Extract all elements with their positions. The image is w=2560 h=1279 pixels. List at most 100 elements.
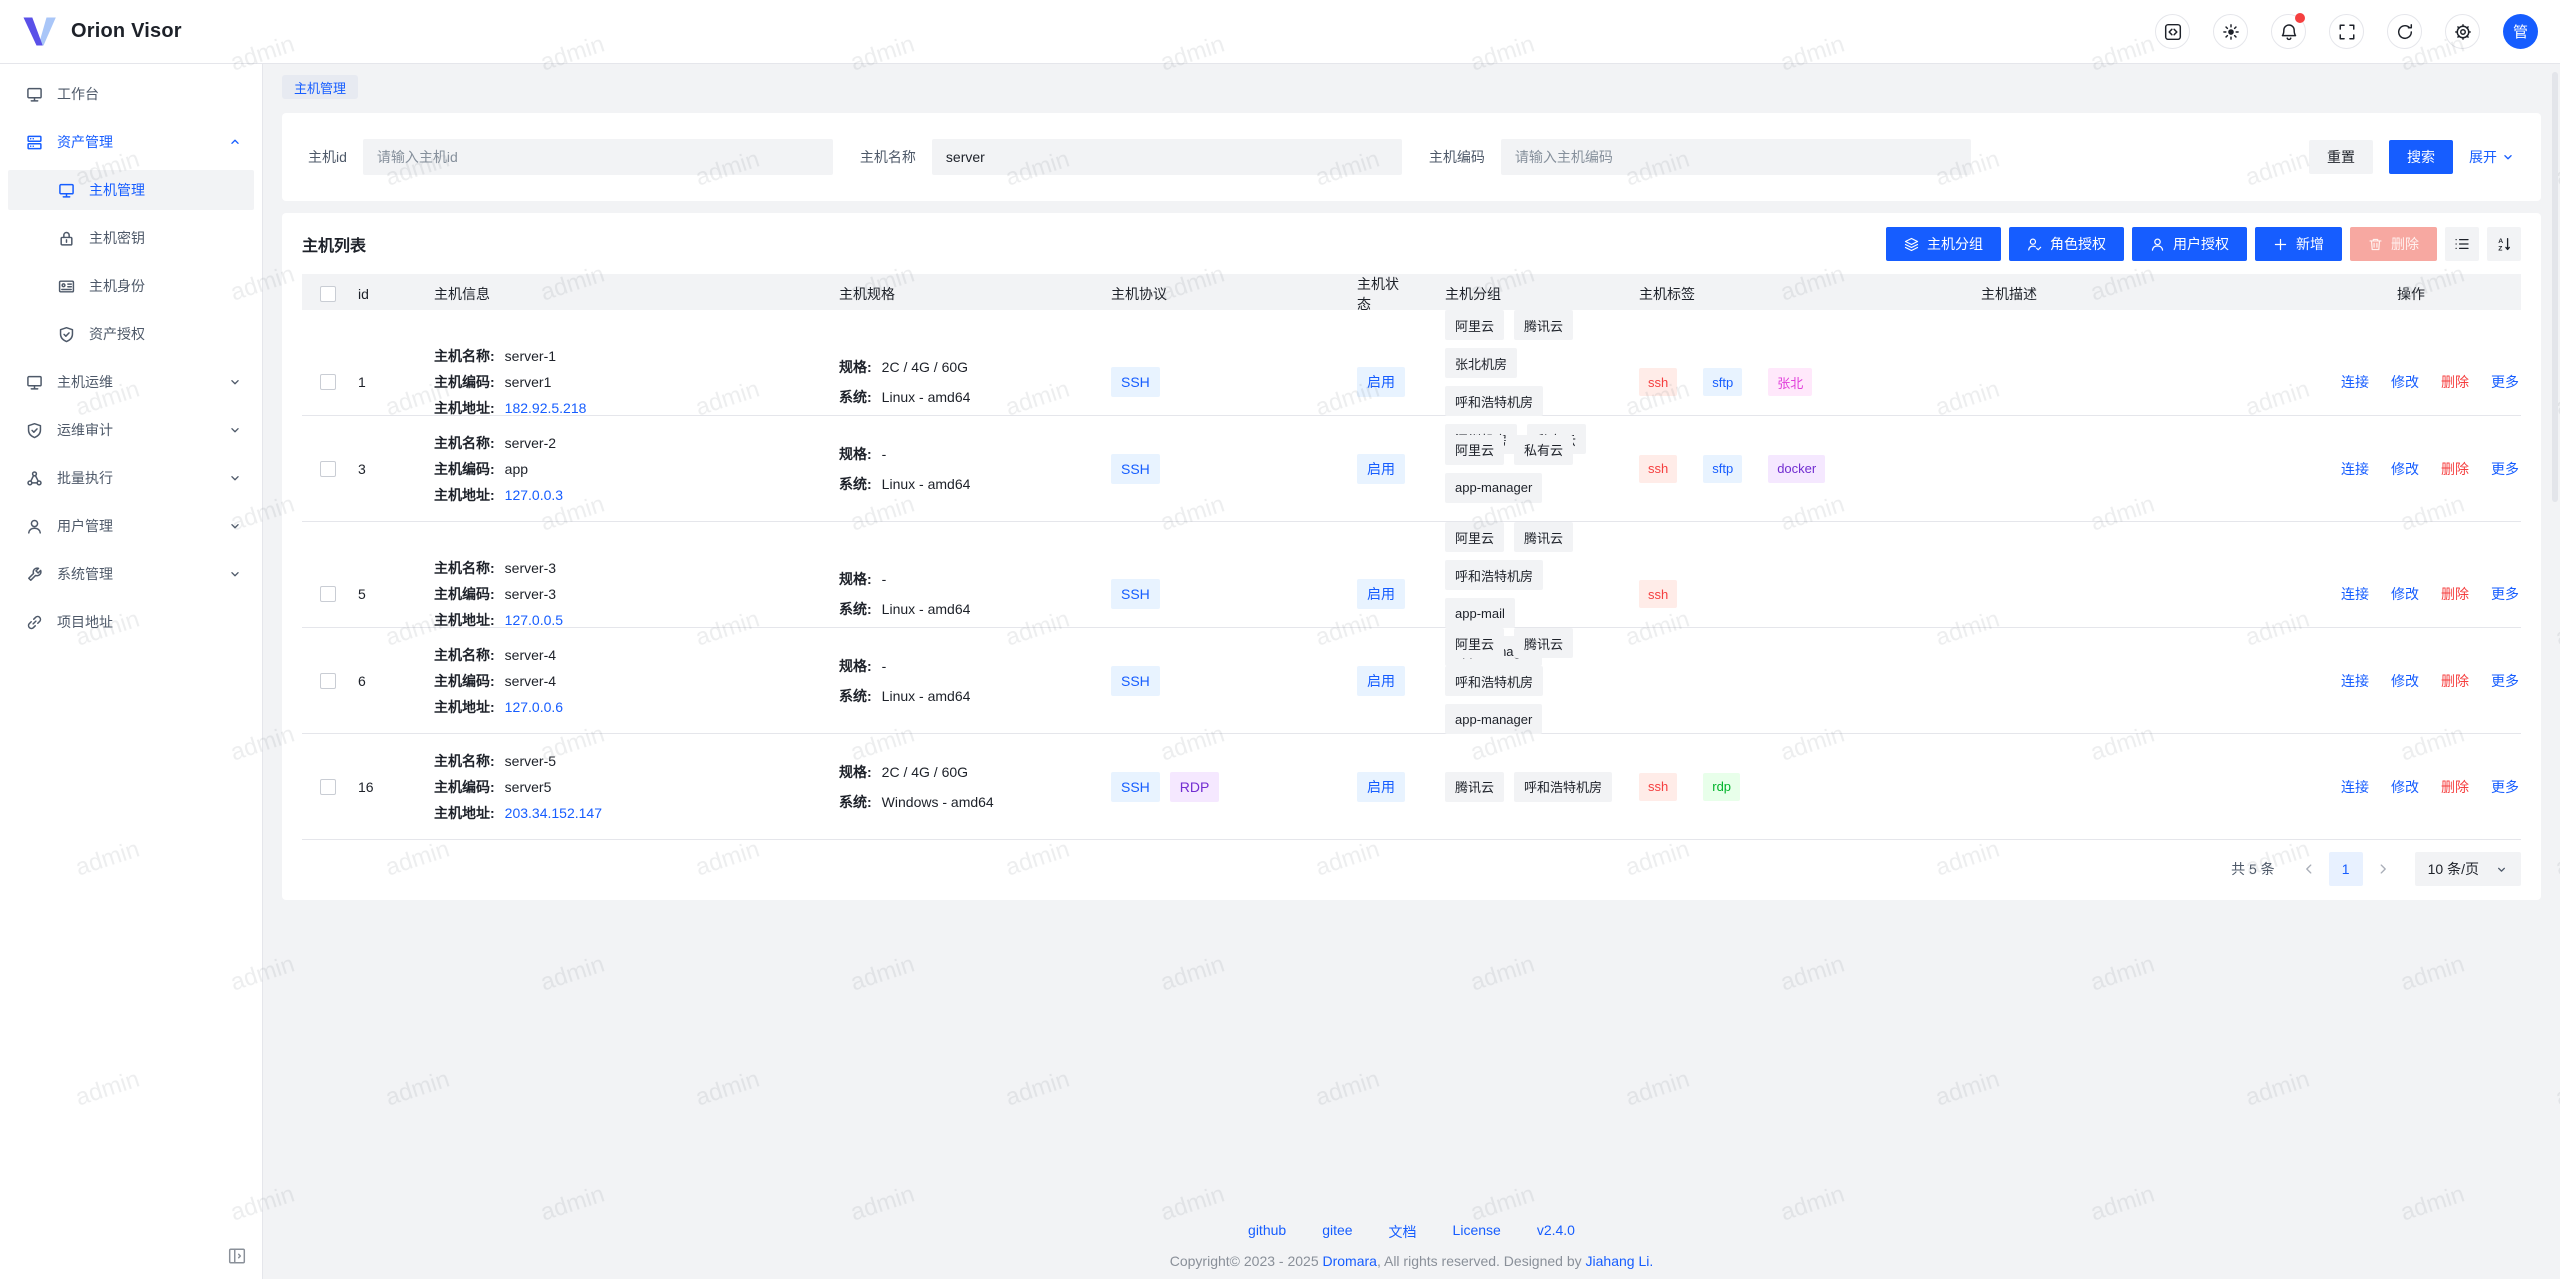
- list-view-button[interactable]: [2445, 227, 2479, 261]
- protocol-chip: SSH: [1111, 579, 1160, 609]
- protocol-chip: SSH: [1111, 367, 1160, 397]
- page-size-select[interactable]: 10 条/页: [2414, 852, 2521, 886]
- filter-field-主机名称: 主机名称: [860, 139, 1402, 175]
- button-label: 主机分组: [1927, 236, 1983, 252]
- notifications-button[interactable]: [2271, 13, 2306, 49]
- 删除-action-link[interactable]: 删除: [2441, 778, 2469, 795]
- sidebar-item-主机身份[interactable]: 主机身份: [8, 266, 254, 306]
- sidebar-item-label: 系统管理: [57, 566, 113, 582]
- page-scrollbar[interactable]: [2552, 72, 2558, 502]
- sidebar-item-批量执行[interactable]: 批量执行: [8, 458, 254, 498]
- row-select-cell: [302, 374, 338, 390]
- collapse-sidebar-icon[interactable]: [228, 1247, 246, 1265]
- refresh-button[interactable]: [2387, 14, 2422, 49]
- sidebar-item-工作台[interactable]: 工作台: [8, 74, 254, 114]
- 连接-action-link[interactable]: 连接: [2341, 586, 2369, 602]
- 修改-action-link[interactable]: 修改: [2391, 673, 2419, 689]
- host-code: server5: [504, 778, 552, 795]
- 更多-action-link[interactable]: 更多: [2491, 778, 2519, 795]
- 删除-action-link[interactable]: 删除: [2441, 374, 2469, 390]
- info-label: 主机编码:: [434, 460, 495, 477]
- 删除-action-link[interactable]: 删除: [2441, 460, 2469, 477]
- 连接-action-link[interactable]: 连接: [2341, 460, 2369, 477]
- expand-link[interactable]: 展开: [2469, 147, 2515, 167]
- sidebar-item-项目地址[interactable]: 项目地址: [8, 602, 254, 642]
- 新增-button[interactable]: 新增: [2255, 227, 2342, 261]
- sidebar-item-资产授权[interactable]: 资产授权: [8, 314, 254, 354]
- settings-button[interactable]: [2445, 14, 2480, 49]
- 删除-action-link[interactable]: 删除: [2441, 673, 2469, 689]
- sidebar-item-主机运维[interactable]: 主机运维: [8, 362, 254, 402]
- host-address-link[interactable]: 127.0.0.6: [504, 699, 564, 715]
- 删除-button[interactable]: 删除: [2350, 227, 2437, 261]
- 角色授权-button[interactable]: 角色授权: [2009, 227, 2124, 261]
- chevron-down-icon: [228, 519, 242, 533]
- row-checkbox[interactable]: [320, 778, 336, 795]
- 删除-action-link[interactable]: 删除: [2441, 586, 2469, 602]
- 修改-action-link[interactable]: 修改: [2391, 778, 2419, 795]
- chevron-down-icon: [228, 567, 242, 581]
- search-button[interactable]: 搜索: [2389, 140, 2453, 174]
- 连接-action-link[interactable]: 连接: [2341, 673, 2369, 689]
- fullscreen-button[interactable]: [2329, 14, 2364, 49]
- notification-badge: [2295, 13, 2305, 23]
- 更多-action-link[interactable]: 更多: [2491, 673, 2519, 689]
- host-address-link[interactable]: 127.0.0.5: [504, 612, 564, 628]
- sidebar-item-系统管理[interactable]: 系统管理: [8, 554, 254, 594]
- footer-link-github[interactable]: github: [1248, 1222, 1287, 1238]
- 主机编码-input[interactable]: [1500, 139, 1971, 175]
- 修改-action-link[interactable]: 修改: [2391, 374, 2419, 390]
- copyright-text[interactable]: Dromara: [1322, 1253, 1377, 1269]
- host-code: server-4: [504, 673, 557, 689]
- 连接-action-link[interactable]: 连接: [2341, 374, 2369, 390]
- row-checkbox[interactable]: [320, 374, 336, 390]
- footer-link-gitee[interactable]: gitee: [1322, 1222, 1353, 1238]
- footer-links: github gitee 文档 License v2.4.0: [263, 1222, 2560, 1242]
- row-checkbox[interactable]: [320, 586, 336, 602]
- host-address-link[interactable]: 127.0.0.3: [504, 486, 564, 503]
- host-groups-cell: 阿里云 腾讯云 呼和浩特机房 app-manager: [1411, 628, 1629, 734]
- footer-link-v2.4.0[interactable]: v2.4.0: [1536, 1222, 1575, 1238]
- sidebar-item-用户管理[interactable]: 用户管理: [8, 506, 254, 546]
- user-avatar[interactable]: 管: [2503, 14, 2538, 49]
- 更多-action-link[interactable]: 更多: [2491, 460, 2519, 477]
- host-status-cell: 启用: [1321, 771, 1411, 802]
- 更多-action-link[interactable]: 更多: [2491, 586, 2519, 602]
- theme-button[interactable]: [2213, 14, 2248, 49]
- 主机名称-input[interactable]: [931, 139, 1402, 175]
- 连接-action-link[interactable]: 连接: [2341, 778, 2369, 795]
- 用户授权-button[interactable]: 用户授权: [2132, 227, 2247, 261]
- footer-link-License[interactable]: License: [1452, 1222, 1501, 1238]
- desktop-icon: [26, 374, 43, 391]
- link-icon: [26, 614, 43, 631]
- host-spec: 2C / 4G / 60G: [881, 763, 969, 780]
- code-button[interactable]: [2155, 14, 2190, 49]
- svg-text:A: A: [2498, 238, 2503, 245]
- footer-link-文档[interactable]: 文档: [1388, 1224, 1417, 1240]
- next-page-icon[interactable]: [2367, 853, 2399, 885]
- sidebar-item-主机管理[interactable]: 主机管理: [8, 170, 254, 210]
- host-address-link[interactable]: 203.34.152.147: [504, 804, 602, 821]
- row-checkbox[interactable]: [320, 673, 336, 689]
- reset-button[interactable]: 重置: [2309, 140, 2373, 174]
- shield-icon: [26, 422, 43, 439]
- row-checkbox[interactable]: [320, 460, 336, 477]
- sidebar-item-运维审计[interactable]: 运维审计: [8, 410, 254, 450]
- prev-page-icon[interactable]: [2293, 853, 2325, 885]
- 主机id-input[interactable]: [362, 139, 833, 175]
- select-all-checkbox[interactable]: [320, 286, 336, 302]
- 更多-action-link[interactable]: 更多: [2491, 374, 2519, 390]
- copyright-text[interactable]: Jiahang Li.: [1585, 1253, 1654, 1269]
- 主机分组-button[interactable]: 主机分组: [1886, 227, 2001, 261]
- sidebar-item-资产管理[interactable]: 资产管理: [8, 122, 254, 162]
- filter-label: 主机名称: [859, 149, 916, 165]
- sidebar-item-主机密钥[interactable]: 主机密钥: [8, 218, 254, 258]
- host-address-link[interactable]: 182.92.5.218: [504, 400, 587, 416]
- host-status-cell: 启用: [1321, 453, 1411, 484]
- page-number[interactable]: 1: [2328, 852, 2363, 886]
- 修改-action-link[interactable]: 修改: [2391, 586, 2419, 602]
- 修改-action-link[interactable]: 修改: [2391, 460, 2419, 477]
- orion-visor-logo-icon: [22, 16, 58, 47]
- tab-host-management[interactable]: 主机管理: [282, 75, 359, 99]
